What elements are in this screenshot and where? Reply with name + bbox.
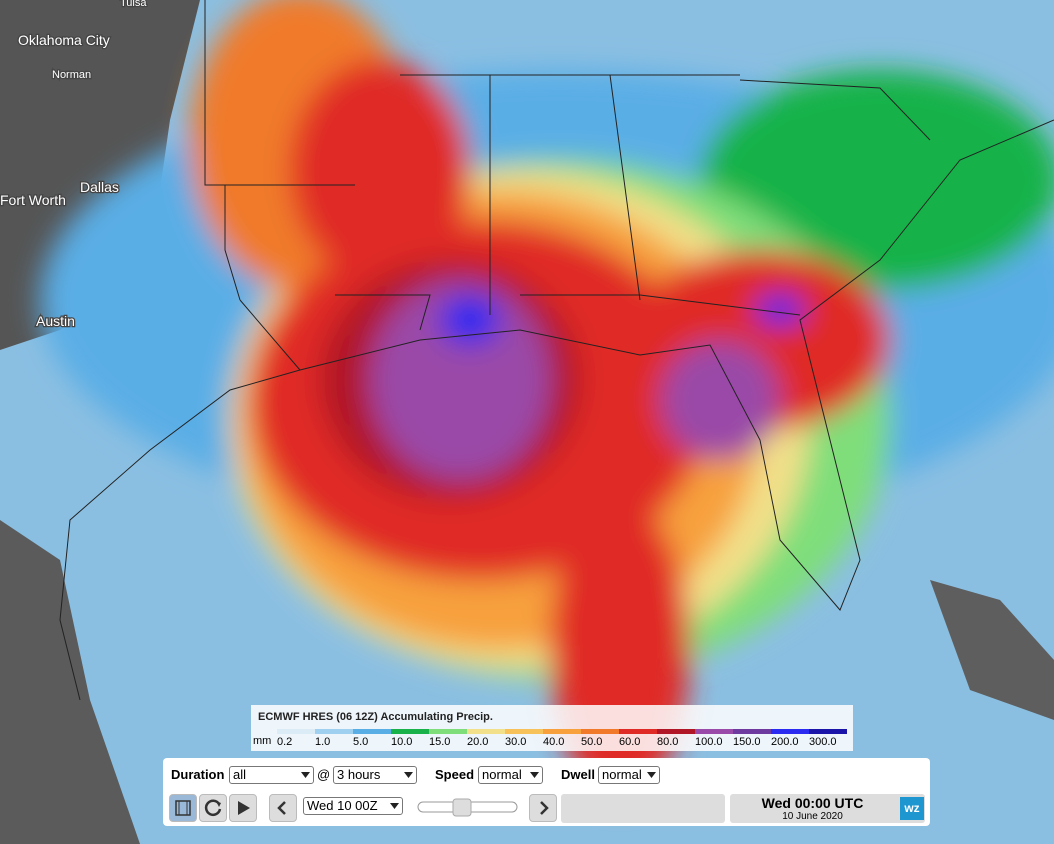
frame-select[interactable]: Wed 10 00Z xyxy=(303,797,403,815)
time-box: Wed 00:00 UTC 10 June 2020 wz xyxy=(730,794,925,823)
legend: ECMWF HRES (06 12Z) Accumulating Precip.… xyxy=(251,705,853,751)
legend-swatch xyxy=(543,729,581,734)
legend-label: 200.0 xyxy=(771,736,799,748)
play-button[interactable] xyxy=(229,794,257,822)
legend-swatch xyxy=(315,729,353,734)
legend-item: 300.0 xyxy=(809,729,847,748)
legend-label: 40.0 xyxy=(543,736,565,748)
legend-item: 40.0 xyxy=(543,729,581,748)
speed-value: normal xyxy=(482,767,522,782)
legend-item: 5.0 xyxy=(353,729,391,748)
legend-item: 200.0 xyxy=(771,729,809,748)
legend-swatch xyxy=(353,729,391,734)
next-button[interactable] xyxy=(529,794,557,822)
arrow xyxy=(301,772,310,778)
valid-time: Wed 00:00 UTC xyxy=(761,795,864,811)
speed-label: Speed xyxy=(435,767,475,782)
legend-label: 5.0 xyxy=(353,736,369,748)
legend-item: 30.0 xyxy=(505,729,543,748)
legend-scale: mm 0.2 1.0 5.0 10.0 15.0 20.0 30.0 40.0 50.0 60.0… xyxy=(251,729,853,748)
dwell-label: Dwell xyxy=(561,767,595,782)
legend-swatch xyxy=(771,729,809,734)
legend-item: 100.0 xyxy=(695,729,733,748)
next-icon xyxy=(540,801,549,815)
prev-icon xyxy=(277,801,286,815)
arrow xyxy=(404,772,413,778)
legend-swatch xyxy=(429,729,467,734)
legend-item: 0.2 xyxy=(277,729,315,748)
legend-label: 100.0 xyxy=(695,736,723,748)
legend-label: 50.0 xyxy=(581,736,603,748)
city-label: Fort Worth xyxy=(0,192,66,208)
legend-unit: mm xyxy=(253,735,272,747)
legend-item: 50.0 xyxy=(581,729,619,748)
speed-select[interactable]: normal xyxy=(478,766,543,784)
city-label: Oklahoma City xyxy=(18,32,110,48)
legend-swatch xyxy=(467,729,505,734)
legend-label: 150.0 xyxy=(733,736,761,748)
legend-swatch xyxy=(695,729,733,734)
film-icon xyxy=(175,800,191,816)
legend-swatch xyxy=(733,729,771,734)
prev-button[interactable] xyxy=(269,794,297,822)
duration-value: all xyxy=(233,767,247,782)
legend-item: 80.0 xyxy=(657,729,695,748)
reload-button[interactable] xyxy=(199,794,227,822)
legend-label: 1.0 xyxy=(315,736,331,748)
status-box xyxy=(561,794,725,823)
city-label: Austin xyxy=(36,313,75,329)
duration-select[interactable]: all xyxy=(229,766,314,784)
legend-item: 20.0 xyxy=(467,729,505,748)
legend-swatch xyxy=(505,729,543,734)
frame-slider[interactable] xyxy=(417,798,519,818)
legend-swatch xyxy=(619,729,657,734)
arrow xyxy=(390,803,399,809)
at-sign: @ xyxy=(317,767,331,782)
arrow xyxy=(647,772,656,778)
valid-date: 10 June 2020 xyxy=(782,811,843,822)
legend-swatch xyxy=(809,729,847,734)
legend-item: 60.0 xyxy=(619,729,657,748)
film-button[interactable] xyxy=(169,794,197,822)
legend-swatch xyxy=(391,729,429,734)
frame-value: Wed 10 00Z xyxy=(307,798,378,813)
legend-label: 20.0 xyxy=(467,736,489,748)
legend-item: 15.0 xyxy=(429,729,467,748)
city-label: Norman xyxy=(52,69,91,81)
legend-label: 300.0 xyxy=(809,736,837,748)
dwell-select[interactable]: normal xyxy=(598,766,660,784)
play-icon xyxy=(238,801,250,815)
legend-label: 80.0 xyxy=(657,736,679,748)
dwell-value: normal xyxy=(602,767,642,782)
interval-select[interactable]: 3 hours xyxy=(333,766,417,784)
legend-label: 15.0 xyxy=(429,736,451,748)
legend-label: 30.0 xyxy=(505,736,527,748)
arrow xyxy=(530,772,539,778)
city-label: Tulsa xyxy=(120,0,147,9)
legend-swatch xyxy=(581,729,619,734)
control-panel: Duration all @ 3 hours Speed normal Dwel… xyxy=(163,758,930,826)
interval-value: 3 hours xyxy=(337,767,381,782)
legend-item: 10.0 xyxy=(391,729,429,748)
legend-label: 60.0 xyxy=(619,736,641,748)
reload-icon xyxy=(204,799,222,816)
legend-swatch xyxy=(277,729,315,734)
legend-title: ECMWF HRES (06 12Z) Accumulating Precip. xyxy=(258,711,493,723)
logo[interactable]: wz xyxy=(900,797,924,820)
duration-label: Duration xyxy=(171,767,225,782)
legend-label: 10.0 xyxy=(391,736,413,748)
legend-item: 1.0 xyxy=(315,729,353,748)
legend-label: 0.2 xyxy=(277,736,293,748)
legend-swatch xyxy=(657,729,695,734)
legend-item: 150.0 xyxy=(733,729,771,748)
city-label: Dallas xyxy=(80,179,119,195)
